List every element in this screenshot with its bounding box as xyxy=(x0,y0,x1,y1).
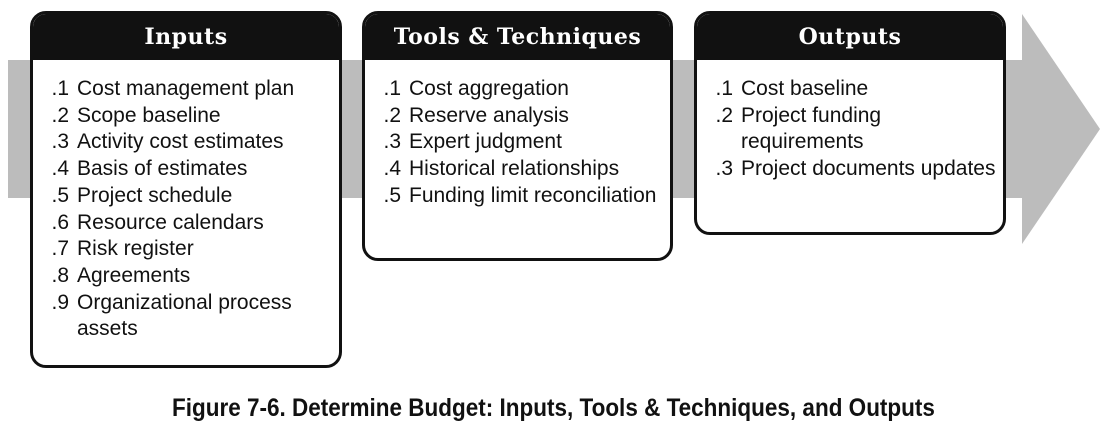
item-number: .6 xyxy=(51,210,69,234)
item-text: Reserve analysis xyxy=(409,103,569,127)
item-number: .4 xyxy=(51,157,69,181)
item-number: .1 xyxy=(715,77,733,100)
item-text: Organizational process assets xyxy=(77,290,292,341)
tools-item: .2 Reserve analysis xyxy=(365,103,670,130)
tools-item: .4 Historical relationships xyxy=(365,156,670,183)
item-number: .9 xyxy=(51,290,69,314)
item-number: .3 xyxy=(715,157,733,181)
item-text: Risk register xyxy=(77,237,194,261)
tools-techniques-header: Tools & Techniques xyxy=(365,14,670,60)
tools-item: .3 Expert judgment xyxy=(365,129,670,156)
item-text: Funding limit reconciliation xyxy=(409,183,657,207)
item-number: .1 xyxy=(383,77,401,100)
inputs-item: .6 Resource calendars xyxy=(33,210,339,237)
tools-techniques-list: .1 Cost aggregation .2 Reserve analysis … xyxy=(365,60,670,210)
item-number: .1 xyxy=(51,77,69,100)
tools-item: .1 Cost aggregation xyxy=(365,76,670,103)
item-text: Project documents updates xyxy=(741,157,996,181)
item-number: .2 xyxy=(51,103,69,127)
item-number: .5 xyxy=(51,183,69,207)
outputs-item: .1 Cost baseline xyxy=(697,76,1003,103)
figure-caption: Figure 7-6. Determine Budget: Inputs, To… xyxy=(171,394,935,422)
outputs-item: .3 Project documents updates xyxy=(697,156,1003,183)
item-number: .7 xyxy=(51,237,69,261)
tools-techniques-box: Tools & Techniques .1 Cost aggregation .… xyxy=(362,11,673,261)
flow-arrow-head xyxy=(1022,14,1100,244)
item-text: Historical relationships xyxy=(409,157,620,181)
inputs-list: .1 Cost management plan .2 Scope baselin… xyxy=(33,60,339,343)
inputs-item: .8 Agreements xyxy=(33,263,339,290)
inputs-header: Inputs xyxy=(33,14,339,60)
item-text: Cost management plan xyxy=(77,77,295,100)
inputs-item: .5 Project schedule xyxy=(33,183,339,210)
item-number: .5 xyxy=(383,183,401,207)
item-text: Resource calendars xyxy=(77,210,264,234)
item-text: Agreements xyxy=(77,263,191,287)
inputs-item: .4 Basis of estimates xyxy=(33,156,339,183)
item-number: .3 xyxy=(51,130,69,154)
outputs-header: Outputs xyxy=(697,14,1003,60)
item-text: Activity cost estimates xyxy=(77,130,284,154)
item-number: .4 xyxy=(383,157,401,181)
item-number: .3 xyxy=(383,130,401,154)
item-text: Cost baseline xyxy=(741,77,869,100)
inputs-item: .3 Activity cost estimates xyxy=(33,129,339,156)
inputs-box: Inputs .1 Cost management plan .2 Scope … xyxy=(30,11,342,368)
item-number: .2 xyxy=(383,103,401,127)
inputs-item: .7 Risk register xyxy=(33,236,339,263)
outputs-list: .1 Cost baseline .2 Project funding requ… xyxy=(697,60,1003,183)
item-number: .2 xyxy=(715,103,733,127)
item-number: .8 xyxy=(51,263,69,287)
item-text: Project schedule xyxy=(77,183,233,207)
item-text: Cost aggregation xyxy=(409,77,569,100)
tools-item: .5 Funding limit reconciliation xyxy=(365,183,670,210)
item-text: Basis of estimates xyxy=(77,157,248,181)
inputs-item: .2 Scope baseline xyxy=(33,103,339,130)
inputs-item: .9 Organizational process assets xyxy=(33,290,339,343)
item-text: Project funding requirements xyxy=(741,103,882,154)
item-text: Expert judgment xyxy=(409,130,562,154)
item-text: Scope baseline xyxy=(77,103,221,127)
outputs-box: Outputs .1 Cost baseline .2 Project fund… xyxy=(694,11,1006,235)
inputs-item: .1 Cost management plan xyxy=(33,76,339,103)
outputs-item: .2 Project funding requirements xyxy=(697,103,1003,156)
